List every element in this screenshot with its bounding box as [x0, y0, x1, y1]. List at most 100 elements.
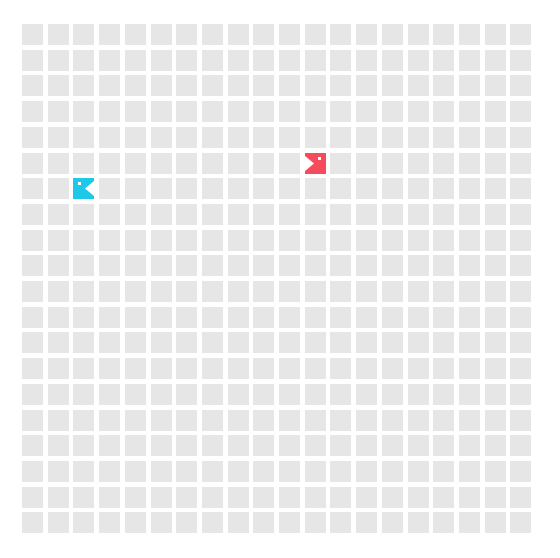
board-cell	[458, 126, 480, 148]
board-cell	[253, 126, 275, 148]
board-cell	[279, 203, 300, 225]
board-cell	[356, 229, 378, 251]
board-cell	[73, 306, 95, 328]
board-cell	[150, 178, 172, 200]
board-cell	[124, 101, 146, 123]
board-cell	[47, 255, 69, 277]
board-cell	[47, 126, 69, 148]
board-cell	[253, 435, 275, 457]
board-cell	[407, 409, 429, 431]
board-cell	[253, 486, 275, 508]
board-cell	[279, 512, 300, 534]
board-cell	[484, 281, 506, 302]
board-cell	[150, 512, 172, 534]
board-cell	[47, 229, 69, 251]
board-cell	[433, 435, 455, 457]
board-cell	[433, 383, 455, 405]
board-cell	[227, 255, 249, 277]
board-cell	[150, 24, 172, 45]
board-cell	[356, 409, 378, 431]
board-cell	[356, 460, 378, 482]
board-cell	[47, 281, 69, 302]
board-cell	[458, 332, 480, 354]
board-cell	[356, 332, 378, 354]
board-cell	[99, 152, 121, 174]
board-cell	[356, 152, 378, 174]
board-cell	[458, 460, 480, 482]
board-cell	[201, 178, 223, 200]
board-cell	[227, 178, 249, 200]
board-cell	[458, 383, 480, 405]
board-cell	[330, 229, 352, 251]
board-cell	[458, 49, 480, 71]
board-cell	[407, 152, 429, 174]
board-cell	[150, 203, 172, 225]
board-cell	[227, 486, 249, 508]
board-cell	[304, 460, 326, 482]
board-cell	[22, 203, 43, 225]
board-cell	[73, 332, 95, 354]
board-cell	[458, 229, 480, 251]
board-cell	[484, 332, 506, 354]
board-cell	[458, 255, 480, 277]
board-cell	[124, 486, 146, 508]
board-cell	[330, 255, 352, 277]
board-cell	[150, 409, 172, 431]
board-cell	[304, 512, 326, 534]
board-cell	[381, 126, 403, 148]
board-cell	[304, 435, 326, 457]
board-cell	[227, 75, 249, 97]
pacman-icon	[73, 178, 95, 200]
board-cell	[304, 24, 326, 45]
board-cell	[407, 255, 429, 277]
board-cell	[381, 101, 403, 123]
board-cell	[279, 486, 300, 508]
board-cell	[330, 306, 352, 328]
board-cell	[227, 281, 249, 302]
board-cell	[330, 101, 352, 123]
board-cell	[407, 435, 429, 457]
board-cell	[330, 281, 352, 302]
board-cell	[22, 178, 43, 200]
board-cell	[433, 409, 455, 431]
board-cell	[176, 152, 198, 174]
board-cell	[407, 178, 429, 200]
board-cell	[330, 460, 352, 482]
board-cell	[381, 460, 403, 482]
board-cell	[176, 49, 198, 71]
board-cell	[330, 486, 352, 508]
board-cell	[510, 178, 532, 200]
board-cell	[484, 101, 506, 123]
board-cell	[47, 435, 69, 457]
board-cell	[150, 358, 172, 380]
board-cell	[510, 152, 532, 174]
board-cell	[201, 255, 223, 277]
board-cell	[279, 126, 300, 148]
board-cell	[22, 358, 43, 380]
board-cell	[22, 24, 43, 45]
board-cell	[433, 203, 455, 225]
board-cell	[47, 409, 69, 431]
board-cell	[176, 178, 198, 200]
board-cell	[99, 486, 121, 508]
board-cell	[356, 24, 378, 45]
board-cell	[47, 486, 69, 508]
board-cell	[407, 486, 429, 508]
board-cell	[484, 306, 506, 328]
board-cell	[433, 512, 455, 534]
board-cell	[330, 24, 352, 45]
board-cell	[279, 435, 300, 457]
board-cell	[407, 383, 429, 405]
board-cell	[227, 435, 249, 457]
board-cell	[22, 409, 43, 431]
board-cell	[99, 75, 121, 97]
board-cell	[510, 435, 532, 457]
game-board[interactable]	[22, 24, 537, 539]
board-cell	[510, 512, 532, 534]
board-cell	[433, 229, 455, 251]
board-cell	[330, 512, 352, 534]
board-cell	[279, 306, 300, 328]
board-cell	[124, 229, 146, 251]
board-cell	[201, 49, 223, 71]
board-cell	[99, 383, 121, 405]
